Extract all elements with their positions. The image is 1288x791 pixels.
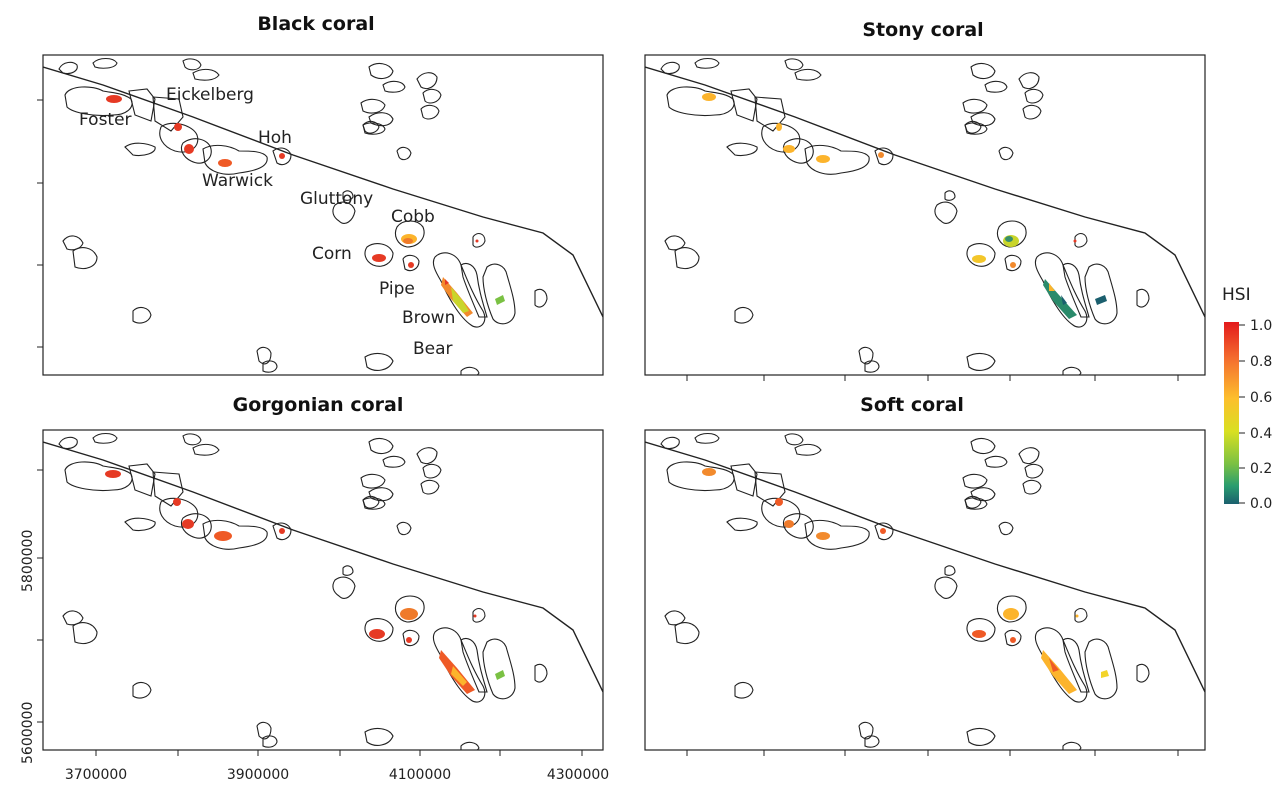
label-hoh: Hoh	[258, 128, 292, 148]
legend-tick-0.2: 0.2	[1250, 461, 1272, 477]
panel-black-coral: Foster Eickelberg Hoh Warwick Gluttony C…	[37, 55, 603, 378]
legend-tick-0.0: 0.0	[1250, 496, 1272, 512]
legend-tick-0.8: 0.8	[1250, 354, 1272, 370]
x-axis-labels: 3700000 3900000 4100000 4300000	[65, 767, 609, 783]
panel-gorgonian-coral: 5800000 5600000 3700000 3900000 4100000 …	[20, 430, 609, 783]
y-tick-5800000: 5800000	[20, 530, 36, 592]
label-corn: Corn	[312, 244, 352, 264]
y-tick-5600000: 5600000	[20, 702, 36, 764]
label-warwick: Warwick	[202, 171, 273, 191]
label-foster: Foster	[79, 110, 132, 130]
label-bear: Bear	[413, 339, 453, 359]
label-brown: Brown	[402, 308, 455, 328]
x-tick-3700000: 3700000	[65, 767, 127, 783]
seamount-labels: Foster Eickelberg Hoh Warwick Gluttony C…	[79, 85, 455, 359]
y-axis-labels: 5800000 5600000	[20, 530, 36, 764]
legend-tick-0.6: 0.6	[1250, 390, 1272, 406]
panel-soft-coral	[645, 430, 1205, 756]
x-tick-4100000: 4100000	[389, 767, 451, 783]
panel-stony-coral	[645, 55, 1205, 381]
x-tick-3900000: 3900000	[227, 767, 289, 783]
label-pipe: Pipe	[379, 279, 415, 299]
legend-colorbar	[1224, 322, 1239, 504]
label-eickelberg: Eickelberg	[166, 85, 254, 105]
legend-tick-1.0: 1.0	[1250, 318, 1272, 334]
legend-title: HSI	[1222, 285, 1251, 305]
hsi-legend: HSI 1.0 0.8 0.6 0.4 0	[1222, 285, 1272, 512]
legend-tick-0.4: 0.4	[1250, 426, 1272, 442]
label-cobb: Cobb	[391, 207, 435, 227]
label-gluttony: Gluttony	[300, 189, 373, 209]
x-tick-4300000: 4300000	[547, 767, 609, 783]
